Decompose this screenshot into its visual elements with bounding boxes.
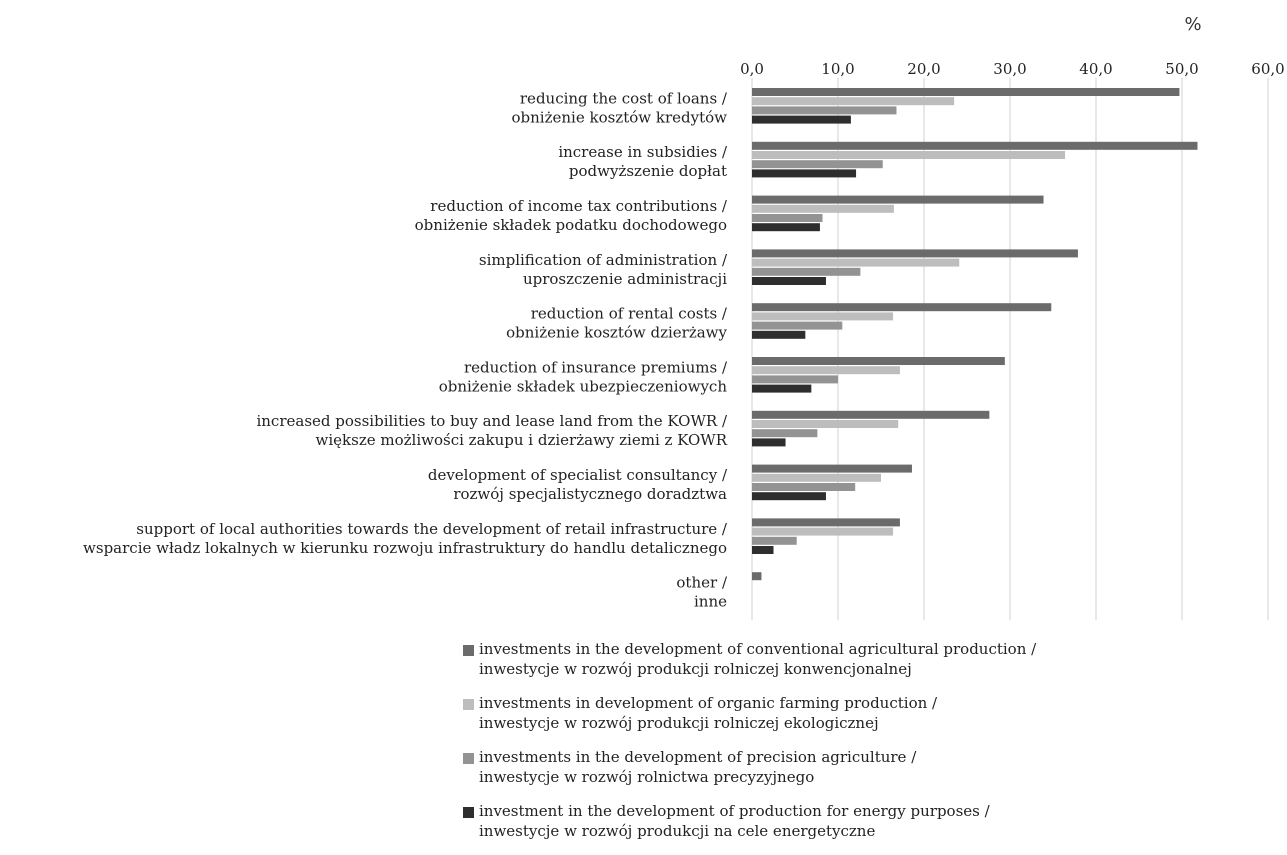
bar [752,88,1180,96]
bar [752,214,823,222]
legend-label-line1: investment in the development of product… [479,802,990,820]
bar [752,115,851,124]
bar [752,97,955,106]
bar [752,312,894,321]
bar [752,473,881,482]
legend: investments in the development of conven… [463,639,1243,855]
x-tick-label: 60,0 [1251,60,1284,78]
gridlines [751,78,1269,620]
category-label-line2: obniżenie kosztów kredytów [512,108,728,126]
x-tick-label: 50,0 [1165,60,1198,78]
bar [752,527,894,536]
bar [752,429,818,438]
bar [752,492,826,501]
category-label-line2: obniżenie składek ubezpieczeniowych [439,377,728,395]
bar [752,420,899,428]
x-tick-label: 20,0 [907,60,940,78]
legend-item: investments in the development of precis… [463,747,1243,787]
bar [752,410,990,419]
category-label-line2: inne [694,593,727,611]
category-label-line2: obniżenie kosztów dzierżawy [506,324,727,342]
category-label-line2: obniżenie składek podatku dochodowego [415,216,727,234]
bar [752,546,774,554]
x-tick-label: 40,0 [1079,60,1112,78]
bar [752,151,1066,159]
bar [752,536,797,545]
category-label-line2: większe możliwości zakupu i dzierżawy zi… [316,431,728,449]
bar [752,572,762,581]
bar [752,106,897,115]
bar [752,160,883,169]
legend-item: investment in the development of product… [463,801,1243,841]
category-labels: reducing the cost of loans /obniżenie ko… [83,89,728,610]
bar [752,321,843,330]
x-tick-label: 0,0 [740,60,764,78]
legend-label-line2: inwestycje w rozwój rolnictwa precyzyjne… [479,768,815,786]
bar [752,330,806,339]
bar [752,303,1052,312]
legend-label-line2: inwestycje w rozwój produkcji rolniczej … [479,660,912,678]
category-label-line1: other / [676,574,728,592]
category-label-line1: increased possibilities to buy and lease… [256,412,727,430]
bar [752,141,1198,150]
bar [752,223,820,232]
category-label-line1: reducing the cost of loans / [520,89,728,107]
category-label-line2: wsparcie władz lokalnych w kierunku rozw… [83,539,727,557]
category-label-line2: podwyższenie dopłat [569,162,727,180]
bar [752,204,894,213]
category-label-line2: uproszczenie administracji [523,270,727,288]
bar [752,375,838,384]
bar [752,249,1078,258]
unit-label: % [1184,14,1201,35]
legend-swatch [463,645,474,656]
bar [752,258,960,267]
legend-swatch [463,807,474,818]
bar [752,518,900,527]
legend-label: investments in the development of precis… [479,747,916,787]
legend-label: investments in the development of conven… [479,639,1036,679]
legend-swatch [463,753,474,764]
bar [752,438,786,447]
bar [752,483,856,491]
category-label-line1: reduction of income tax contributions / [430,197,728,215]
legend-label: investment in the development of product… [479,801,990,841]
category-label-line2: rozwój specjalistycznego doradztwa [453,485,727,503]
category-label-line1: increase in subsidies / [558,143,728,161]
bar [752,267,861,276]
bar-chart: % 0,0 10,0 20,0 30,0 40,0 50,0 60,0 reducing t… [83,14,1285,620]
legend-swatch [463,699,474,710]
category-label-line1: reduction of rental costs / [531,305,728,323]
legend-label-line1: investments in the development of conven… [479,640,1037,658]
x-tick-label: 10,0 [821,60,854,78]
category-label-line1: development of specialist consultancy / [428,466,728,484]
bar [752,366,900,375]
bar [752,277,826,285]
bar [752,357,1005,365]
bar [752,464,912,473]
legend-label-line2: inwestycje w rozwój produkcji rolniczej … [479,714,879,732]
legend-item: investments in the development of conven… [463,639,1243,679]
bar [752,169,857,178]
x-axis-ticks: 0,0 10,0 20,0 30,0 40,0 50,0 60,0 [740,60,1285,78]
legend-label-line1: investments in development of organic fa… [479,694,938,712]
bars [752,88,1198,581]
legend-label: investments in development of organic fa… [479,693,937,733]
legend-label-line1: investments in the development of precis… [479,748,917,766]
x-tick-label: 30,0 [993,60,1026,78]
legend-item: investments in development of organic fa… [463,693,1243,733]
bar [752,384,812,393]
legend-label-line2: inwestycje w rozwój produkcji na cele en… [479,822,876,840]
category-label-line1: reduction of insurance premiums / [464,358,728,376]
bar [752,195,1044,204]
category-label-line1: simplification of administration / [479,251,728,269]
category-label-line1: support of local authorities towards the… [136,520,728,538]
